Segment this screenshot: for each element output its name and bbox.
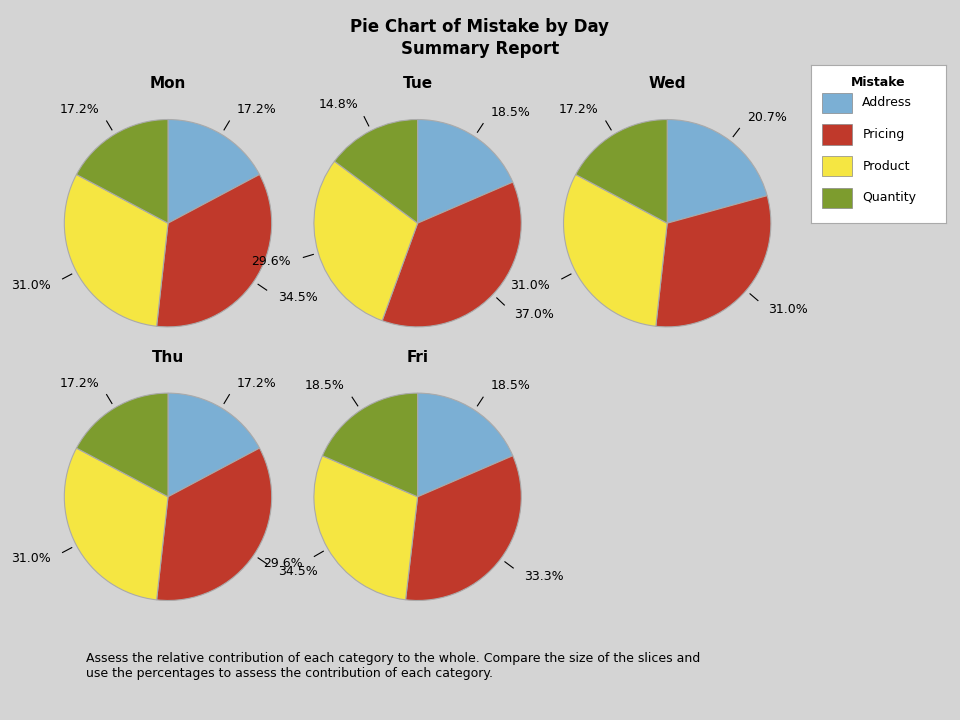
- Wedge shape: [667, 120, 767, 223]
- Wedge shape: [64, 448, 168, 600]
- Wedge shape: [156, 448, 272, 600]
- Wedge shape: [314, 456, 418, 600]
- Text: 33.3%: 33.3%: [524, 570, 564, 582]
- Text: 18.5%: 18.5%: [491, 106, 531, 119]
- Text: 31.0%: 31.0%: [11, 279, 51, 292]
- Text: 37.0%: 37.0%: [515, 307, 554, 321]
- Text: 34.5%: 34.5%: [277, 291, 318, 304]
- Wedge shape: [314, 161, 418, 320]
- Text: Product: Product: [862, 160, 910, 173]
- Text: 20.7%: 20.7%: [748, 111, 787, 124]
- Text: 17.2%: 17.2%: [60, 377, 100, 390]
- Text: 17.2%: 17.2%: [236, 103, 276, 116]
- Text: 14.8%: 14.8%: [319, 98, 358, 111]
- Wedge shape: [77, 393, 168, 497]
- Wedge shape: [382, 182, 521, 327]
- Title: Tue: Tue: [402, 76, 433, 91]
- Text: 18.5%: 18.5%: [304, 379, 345, 392]
- Wedge shape: [564, 174, 667, 326]
- Wedge shape: [156, 174, 272, 327]
- Text: 31.0%: 31.0%: [11, 552, 51, 565]
- Text: 31.0%: 31.0%: [510, 279, 550, 292]
- Text: 29.6%: 29.6%: [251, 255, 291, 268]
- Wedge shape: [64, 174, 168, 326]
- Title: Wed: Wed: [648, 76, 686, 91]
- Text: 18.5%: 18.5%: [491, 379, 531, 392]
- Wedge shape: [418, 393, 513, 497]
- Title: Thu: Thu: [152, 350, 184, 364]
- Text: 17.2%: 17.2%: [236, 377, 276, 390]
- Wedge shape: [418, 120, 513, 223]
- Text: Quantity: Quantity: [862, 192, 916, 204]
- Text: Mistake: Mistake: [852, 76, 905, 89]
- Wedge shape: [576, 120, 667, 223]
- Wedge shape: [323, 393, 418, 497]
- FancyBboxPatch shape: [822, 188, 852, 208]
- FancyBboxPatch shape: [822, 124, 852, 145]
- Text: 34.5%: 34.5%: [277, 564, 318, 577]
- Wedge shape: [77, 120, 168, 223]
- Wedge shape: [168, 120, 259, 223]
- Text: 31.0%: 31.0%: [768, 303, 808, 316]
- Wedge shape: [168, 393, 259, 497]
- FancyBboxPatch shape: [822, 93, 852, 113]
- Title: Fri: Fri: [407, 350, 428, 364]
- Text: 17.2%: 17.2%: [60, 103, 100, 116]
- Wedge shape: [405, 456, 521, 600]
- Text: 29.6%: 29.6%: [263, 557, 302, 570]
- Title: Mon: Mon: [150, 76, 186, 91]
- Text: Address: Address: [862, 96, 912, 109]
- Text: Pricing: Pricing: [862, 128, 904, 141]
- Text: Pie Chart of Mistake by Day: Pie Chart of Mistake by Day: [350, 18, 610, 36]
- Text: 17.2%: 17.2%: [559, 103, 599, 116]
- Wedge shape: [656, 196, 771, 327]
- Text: Assess the relative contribution of each category to the whole. Compare the size: Assess the relative contribution of each…: [86, 652, 701, 680]
- Text: Summary Report: Summary Report: [401, 40, 559, 58]
- FancyBboxPatch shape: [822, 156, 852, 176]
- Wedge shape: [334, 120, 418, 223]
